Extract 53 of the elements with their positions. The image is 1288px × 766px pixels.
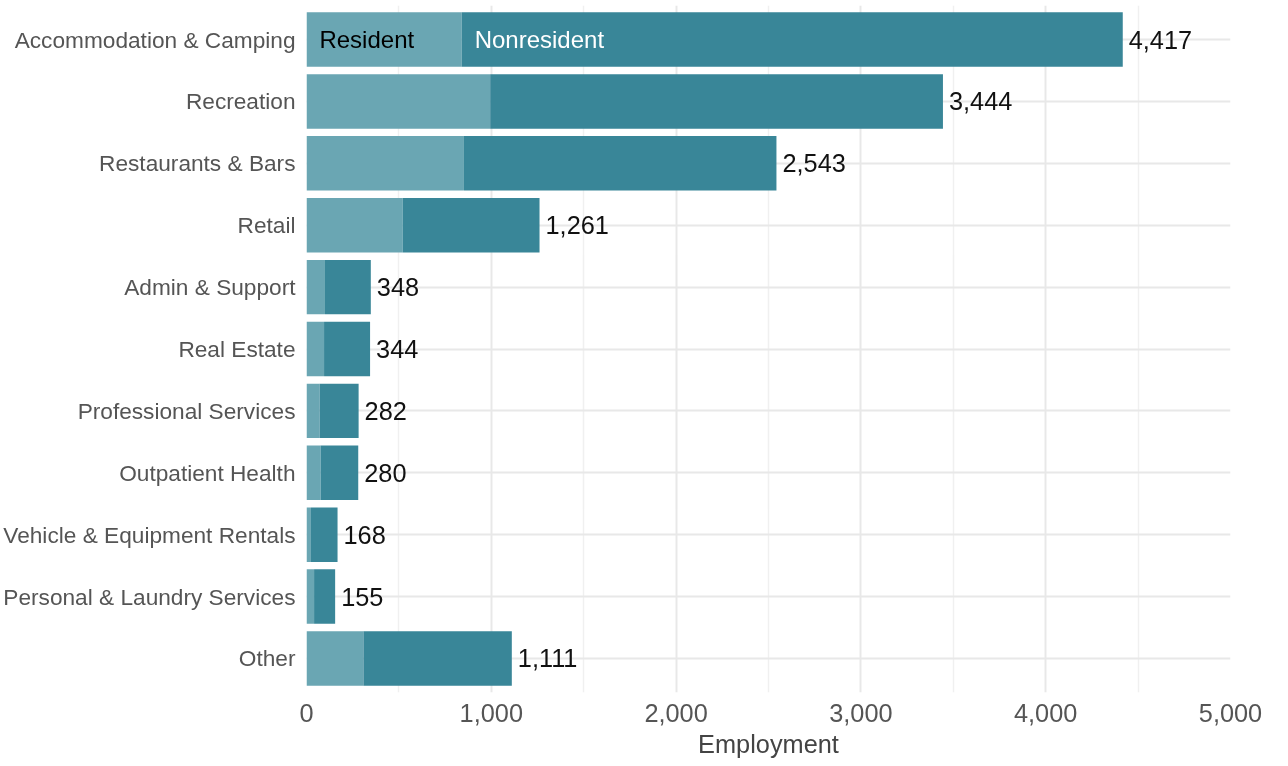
bar bbox=[306, 569, 315, 624]
total-label: 1,261 bbox=[545, 211, 609, 240]
total-label: 3,444 bbox=[948, 87, 1013, 116]
total-label: 155 bbox=[341, 582, 384, 611]
bar bbox=[490, 74, 943, 129]
bar bbox=[310, 507, 338, 562]
bar bbox=[402, 197, 540, 253]
bar bbox=[306, 321, 325, 377]
bar bbox=[306, 259, 325, 315]
total-label: 168 bbox=[343, 520, 386, 549]
bar bbox=[314, 569, 336, 624]
x-tick-label: 2,000 bbox=[644, 698, 708, 727]
series-label: Resident bbox=[319, 26, 415, 54]
bar bbox=[306, 445, 321, 501]
bar bbox=[461, 12, 1123, 67]
total-label: 344 bbox=[376, 335, 419, 363]
y-tick-label: Real Estate bbox=[178, 336, 296, 362]
bar bbox=[363, 631, 512, 686]
total-label: 1,111 bbox=[517, 644, 578, 673]
bar bbox=[306, 631, 364, 686]
total-label: 280 bbox=[364, 458, 407, 487]
y-tick-label: Admin & Support bbox=[124, 274, 297, 301]
bar bbox=[306, 12, 462, 67]
bar bbox=[306, 507, 311, 562]
y-tick-label: Outpatient Health bbox=[119, 459, 296, 486]
total-label: 282 bbox=[364, 396, 407, 425]
total-label: 348 bbox=[376, 273, 420, 302]
y-tick-label: Accommodation & Camping bbox=[14, 26, 296, 53]
bar bbox=[306, 136, 464, 191]
bar bbox=[324, 321, 371, 377]
x-tick-label: 5,000 bbox=[1198, 698, 1263, 727]
x-tick-label: 0 bbox=[299, 698, 314, 727]
bar bbox=[324, 259, 371, 315]
total-label: 2,543 bbox=[782, 149, 846, 178]
bar bbox=[306, 74, 491, 129]
bar bbox=[319, 383, 359, 439]
y-tick-label: Personal & Laundry Services bbox=[3, 583, 296, 610]
x-axis-title: Employment bbox=[698, 729, 839, 758]
y-tick-label: Retail bbox=[237, 212, 296, 239]
y-tick-label: Professional Services bbox=[77, 397, 296, 424]
y-tick-label: Vehicle & Equipment Rentals bbox=[3, 521, 296, 548]
bar bbox=[463, 136, 777, 191]
y-tick-label: Restaurants & Bars bbox=[99, 150, 296, 177]
series-label: Nonresident bbox=[474, 26, 605, 54]
y-tick-label: Other bbox=[238, 645, 296, 672]
y-tick-label: Recreation bbox=[185, 88, 296, 115]
total-label: 4,417 bbox=[1128, 25, 1193, 54]
bar bbox=[320, 445, 359, 501]
x-tick-label: 3,000 bbox=[829, 698, 893, 727]
bar bbox=[306, 383, 320, 439]
x-tick-label: 1,000 bbox=[459, 698, 523, 727]
x-tick-label: 4,000 bbox=[1014, 698, 1078, 727]
bar bbox=[306, 197, 403, 253]
